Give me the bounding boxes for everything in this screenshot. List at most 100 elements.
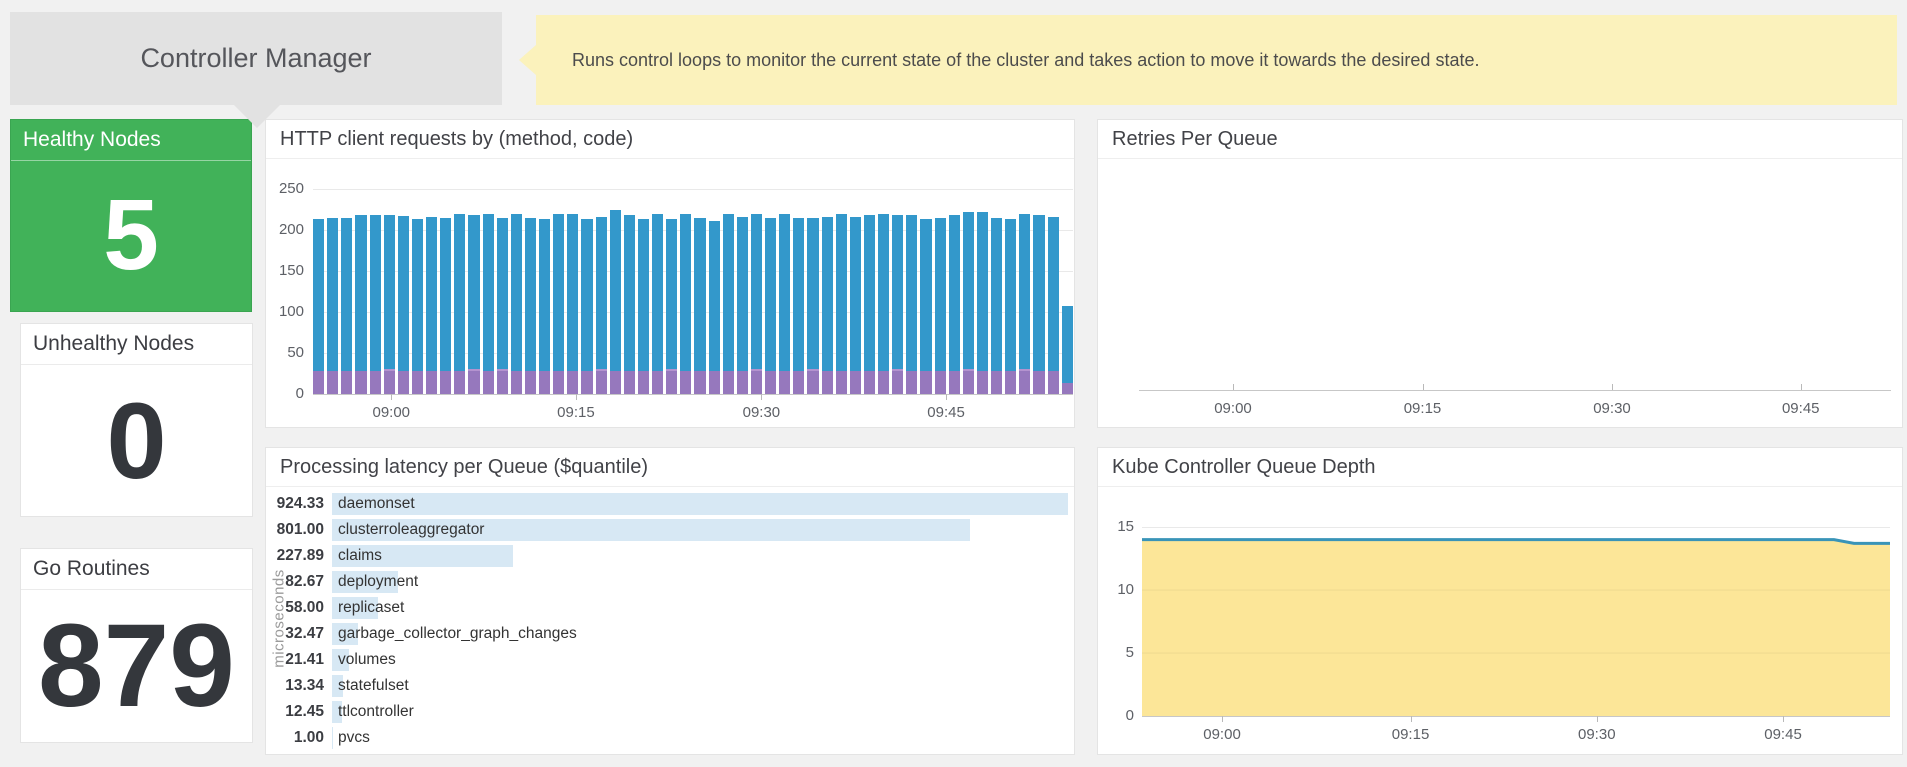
bar-segment-purple bbox=[765, 371, 777, 394]
bar-segment-purple bbox=[327, 371, 339, 394]
x-tick-label: 09:15 bbox=[1391, 726, 1430, 743]
stacked-bar bbox=[849, 216, 861, 394]
bar-segment-purple bbox=[1047, 371, 1059, 394]
retries-per-queue-chart[interactable]: 09:00 09:15 09:30 09:45 bbox=[1098, 159, 1902, 427]
latency-bar bbox=[332, 571, 398, 593]
bar-segment-purple bbox=[722, 371, 734, 394]
bar-segment-purple-light bbox=[496, 368, 508, 372]
x-tickmark bbox=[946, 394, 948, 400]
latency-queue-label: clusterroleaggregator bbox=[338, 521, 485, 538]
stacked-bar bbox=[962, 211, 974, 394]
title-box-pointer bbox=[234, 105, 280, 128]
latency-value: 82.67 bbox=[285, 573, 324, 590]
bar-segment-purple bbox=[920, 371, 932, 394]
stacked-bar bbox=[878, 214, 890, 394]
bar-segment-purple bbox=[750, 371, 762, 394]
stat-title-healthy-nodes[interactable]: Healthy Nodes bbox=[11, 120, 251, 161]
bar-segment-blue bbox=[1033, 215, 1045, 372]
stacked-bar bbox=[1047, 216, 1059, 394]
stacked-bar bbox=[750, 213, 762, 394]
description-note[interactable]: Runs control loops to monitor the curren… bbox=[519, 15, 1897, 105]
bar-segment-blue bbox=[708, 220, 720, 372]
bar-segment-purple bbox=[878, 371, 890, 394]
bar-segment-blue bbox=[680, 214, 692, 372]
bar-segment-blue bbox=[863, 215, 875, 372]
panel-title-http-client-requests[interactable]: HTTP client requests by (method, code) bbox=[266, 120, 1074, 159]
stat-panel-unhealthy-nodes[interactable]: Unhealthy Nodes 0 bbox=[20, 323, 253, 517]
stacked-bar bbox=[708, 220, 720, 394]
x-tickmark bbox=[761, 394, 763, 400]
bar-segment-blue bbox=[411, 218, 423, 372]
bar-segment-purple bbox=[355, 371, 367, 394]
bar-segment-blue bbox=[793, 217, 805, 372]
y-tick-label: 50 bbox=[287, 344, 304, 361]
latency-queue-label: pvcs bbox=[338, 729, 370, 746]
bar-segment-blue bbox=[539, 219, 551, 372]
stat-title-unhealthy-nodes[interactable]: Unhealthy Nodes bbox=[21, 324, 252, 365]
stacked-bar bbox=[652, 213, 664, 394]
bar-segment-blue bbox=[637, 218, 649, 372]
stacked-bar bbox=[355, 215, 367, 394]
latency-bar bbox=[332, 727, 333, 749]
stacked-bar bbox=[581, 218, 593, 394]
gridline-y-50 bbox=[313, 353, 1073, 354]
dashboard-title-box[interactable]: Controller Manager bbox=[10, 12, 502, 128]
latency-bar bbox=[332, 623, 358, 645]
latency-value: 21.41 bbox=[285, 651, 324, 668]
bar-segment-purple bbox=[595, 371, 607, 394]
latency-value: 13.34 bbox=[285, 677, 324, 694]
panel-processing-latency: Processing latency per Queue ($quantile)… bbox=[265, 447, 1075, 755]
bar-segment-purple bbox=[440, 371, 452, 394]
processing-latency-chart[interactable]: microseconds 924.33 daemonset 801.00 cluste… bbox=[266, 487, 1074, 754]
bar-segment-blue bbox=[567, 214, 579, 372]
gridline-y-250 bbox=[313, 189, 1073, 190]
y-tick-label: 0 bbox=[295, 385, 304, 402]
latency-value: 58.00 bbox=[285, 599, 324, 616]
panel-http-client-requests: HTTP client requests by (method, code) 0… bbox=[265, 119, 1075, 428]
stat-panel-healthy-nodes[interactable]: Healthy Nodes 5 bbox=[10, 119, 252, 312]
bar-segment-purple bbox=[482, 371, 494, 394]
x-tickmark bbox=[575, 394, 577, 400]
y-tick-label: 100 bbox=[278, 303, 304, 320]
latency-value: 801.00 bbox=[276, 521, 324, 538]
stat-title-go-routines[interactable]: Go Routines bbox=[21, 549, 252, 590]
latency-bar bbox=[332, 675, 343, 697]
bar-segment-blue bbox=[341, 217, 353, 372]
queue-depth-chart[interactable]: 0 5 10 15 09:00 09:15 09:30 09:45 bbox=[1098, 487, 1902, 754]
bar-segment-blue bbox=[1061, 306, 1073, 383]
stacked-bar bbox=[1061, 306, 1073, 394]
stat-value-healthy-nodes: 5 bbox=[103, 179, 159, 291]
x-tickmark bbox=[1422, 384, 1424, 390]
bar-segment-blue bbox=[807, 217, 819, 369]
bar-segment-purple bbox=[1019, 371, 1031, 394]
bar-segment-blue bbox=[1047, 216, 1059, 372]
bar-segment-purple bbox=[609, 371, 621, 394]
y-tick-label: 200 bbox=[278, 221, 304, 238]
bar-segment-purple-light bbox=[892, 368, 904, 372]
bar-segment-blue bbox=[510, 213, 522, 372]
x-tickmark bbox=[1783, 716, 1785, 722]
bar-segment-purple bbox=[468, 371, 480, 394]
latency-value: 924.33 bbox=[276, 495, 324, 512]
bar-segment-purple bbox=[1033, 371, 1045, 394]
bar-segment-purple bbox=[496, 371, 508, 394]
x-tickmark bbox=[1222, 716, 1224, 722]
stacked-bar bbox=[765, 217, 777, 394]
x-tick-label: 09:30 bbox=[742, 404, 781, 421]
bar-segment-blue bbox=[397, 216, 409, 372]
bar-segment-blue bbox=[383, 215, 395, 369]
stat-panel-go-routines[interactable]: Go Routines 879 bbox=[20, 548, 253, 743]
latency-row: 1.00 pvcs bbox=[266, 725, 1068, 751]
panel-title-queue-depth[interactable]: Kube Controller Queue Depth bbox=[1098, 448, 1902, 487]
stacked-bar bbox=[539, 219, 551, 394]
bar-segment-purple bbox=[991, 371, 1003, 394]
stacked-bar bbox=[835, 214, 847, 394]
panel-title-retries-per-queue[interactable]: Retries Per Queue bbox=[1098, 120, 1902, 159]
bar-segment-blue bbox=[892, 215, 904, 369]
bar-segment-purple bbox=[567, 371, 579, 394]
http-client-requests-chart[interactable]: 0 50 100 150 200 250 09:00 09:15 09:30 09:45 bbox=[266, 159, 1074, 427]
latency-value: 227.89 bbox=[276, 547, 324, 564]
bar-segment-blue bbox=[976, 211, 988, 372]
bar-segment-blue bbox=[454, 213, 466, 372]
panel-title-processing-latency[interactable]: Processing latency per Queue ($quantile) bbox=[266, 448, 1074, 487]
